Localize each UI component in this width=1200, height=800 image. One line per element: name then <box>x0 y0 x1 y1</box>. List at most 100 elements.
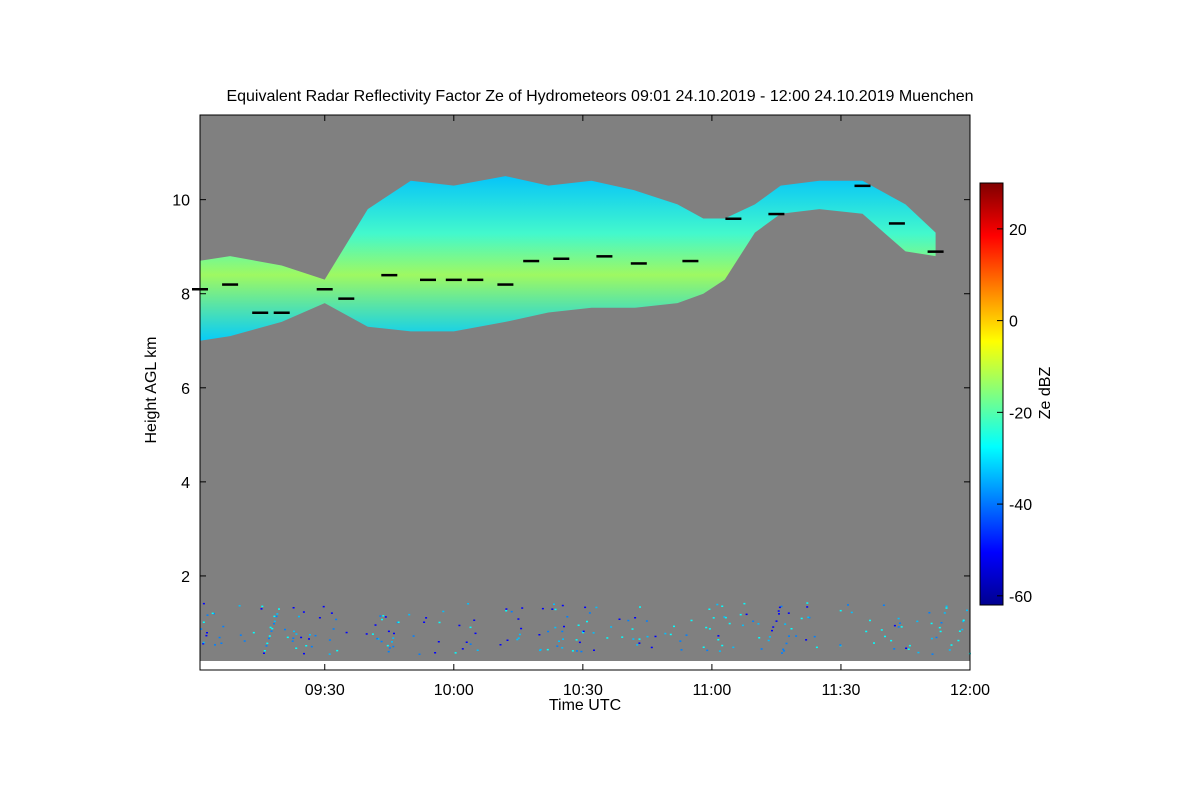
noise-speckle <box>387 650 390 653</box>
noise-speckle <box>930 622 933 625</box>
noise-speckle <box>303 652 305 655</box>
noise-speckle <box>425 617 428 619</box>
noise-speckle <box>945 607 948 609</box>
noise-speckle <box>757 623 760 625</box>
noise-speckle <box>388 647 391 649</box>
noise-speckle <box>517 618 520 620</box>
noise-speckle <box>328 653 331 655</box>
noise-speckle <box>200 628 203 630</box>
noise-speckle <box>265 645 268 647</box>
noise-speckle <box>211 612 214 615</box>
noise-speckle <box>392 637 395 639</box>
noise-speckle <box>930 637 933 640</box>
melting-layer-point <box>252 311 269 314</box>
noise-speckle <box>506 639 509 641</box>
noise-speckle <box>940 622 943 624</box>
noise-speckle <box>273 620 276 623</box>
noise-speckle <box>741 624 744 627</box>
noise-speckle <box>295 647 298 649</box>
noise-speckle <box>575 639 578 641</box>
noise-speckle <box>880 629 883 631</box>
noise-speckle <box>380 640 383 643</box>
noise-speckle <box>554 626 557 629</box>
noise-speckle <box>839 609 842 612</box>
noise-speckle <box>202 643 205 645</box>
noise-speckle <box>690 619 693 622</box>
noise-speckle <box>538 634 541 636</box>
noise-speckle <box>717 635 720 637</box>
noise-speckle <box>865 630 868 633</box>
noise-speckle <box>592 632 595 634</box>
y-tick-label: 2 <box>181 569 190 586</box>
noise-speckle <box>541 607 544 610</box>
melting-layer-point <box>222 283 239 286</box>
colorbar <box>979 182 1004 606</box>
noise-speckle <box>397 621 400 623</box>
noise-speckle <box>962 620 965 623</box>
x-tick-label: 10:00 <box>434 682 474 699</box>
noise-speckle <box>706 649 709 652</box>
noise-speckle <box>945 605 948 608</box>
melting-layer-point <box>420 278 436 282</box>
noise-speckle <box>336 649 339 652</box>
noise-speckle <box>291 640 294 642</box>
noise-speckle <box>442 610 445 613</box>
noise-speckle <box>391 641 393 643</box>
y-tick-label: 6 <box>181 381 190 398</box>
noise-speckle <box>551 608 554 610</box>
noise-speckle <box>314 634 317 637</box>
noise-speckle <box>553 603 555 605</box>
noise-speckle <box>516 638 519 641</box>
noise-speckle <box>520 627 523 630</box>
noise-speckle <box>745 613 748 616</box>
noise-speckle <box>645 620 648 622</box>
colorbar-tick-label: 0 <box>1009 314 1018 331</box>
noise-speckle <box>473 619 476 621</box>
noise-speckle <box>900 626 903 628</box>
noise-speckle <box>908 644 911 647</box>
noise-speckle <box>222 625 225 628</box>
noise-speckle <box>783 650 785 652</box>
noise-speckle <box>412 635 415 637</box>
noise-speckle <box>723 616 726 618</box>
noise-speckle <box>721 605 724 607</box>
noise-speckle <box>206 632 208 634</box>
noise-speckle <box>298 615 300 618</box>
melting-layer-point <box>768 212 785 216</box>
noise-speckle <box>539 649 541 652</box>
noise-speckle <box>268 637 270 640</box>
noise-speckle <box>268 635 271 637</box>
noise-speckle <box>638 638 641 640</box>
noise-speckle <box>654 635 657 638</box>
noise-speckle <box>928 612 931 614</box>
noise-speckle <box>384 616 387 618</box>
noise-speckle <box>815 646 818 649</box>
noise-speckle <box>768 636 771 638</box>
noise-speckle <box>760 648 763 650</box>
x-tick-label: 11:30 <box>822 682 861 699</box>
noise-speckle <box>505 608 508 610</box>
noise-speckle <box>505 610 508 612</box>
melting-layer-point <box>316 288 333 291</box>
noise-speckle <box>278 608 280 610</box>
melting-layer-point <box>854 184 871 188</box>
noise-speckle <box>302 611 305 613</box>
noise-speckle <box>806 606 809 608</box>
noise-speckle <box>897 617 900 620</box>
noise-speckle <box>807 616 810 619</box>
noise-speckle <box>561 630 564 633</box>
noise-speckle <box>465 641 468 643</box>
noise-speckle <box>847 604 849 606</box>
noise-speckle <box>212 612 215 615</box>
noise-speckle <box>558 640 560 642</box>
noise-speckle <box>966 609 968 612</box>
noise-speckle <box>961 628 964 631</box>
noise-speckle <box>547 630 550 633</box>
noise-speckle <box>631 628 634 630</box>
noise-speckle <box>732 646 735 649</box>
noise-speckle <box>739 613 742 616</box>
noise-speckle <box>785 642 788 645</box>
noise-speckle <box>376 637 379 640</box>
noise-speckle <box>777 610 780 612</box>
